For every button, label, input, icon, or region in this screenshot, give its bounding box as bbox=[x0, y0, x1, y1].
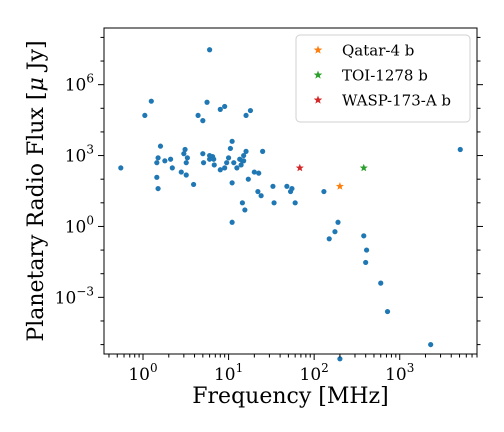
data-point bbox=[181, 151, 187, 157]
y-axis-label: Planetary Radio Flux [μ Jy] bbox=[24, 40, 49, 341]
data-point bbox=[167, 156, 174, 162]
data-point bbox=[222, 165, 228, 171]
data-point bbox=[211, 162, 217, 168]
data-point bbox=[229, 219, 235, 225]
data-point bbox=[184, 155, 190, 161]
data-point bbox=[260, 148, 266, 154]
data-point bbox=[162, 158, 168, 164]
data-point bbox=[200, 118, 206, 124]
data-point bbox=[155, 155, 161, 161]
data-point bbox=[222, 103, 228, 110]
data-point bbox=[224, 160, 230, 166]
y-tick-label: 106 bbox=[65, 72, 94, 96]
data-point bbox=[155, 185, 161, 192]
data-point bbox=[270, 183, 276, 189]
data-point bbox=[292, 200, 298, 206]
data-point bbox=[157, 143, 164, 149]
data-point bbox=[428, 341, 434, 348]
data-point bbox=[200, 160, 207, 166]
data-point bbox=[217, 167, 223, 173]
data-point bbox=[229, 180, 235, 186]
legend-marker bbox=[313, 95, 323, 104]
data-point bbox=[321, 188, 327, 195]
data-point bbox=[378, 280, 384, 286]
data-point bbox=[118, 165, 124, 171]
data-point bbox=[242, 207, 248, 213]
legend: Qatar-4 b TOI-1278 b WASP-173-A b bbox=[295, 34, 471, 123]
data-point bbox=[243, 148, 249, 154]
data-point bbox=[234, 165, 240, 171]
data-point bbox=[211, 156, 217, 162]
data-point bbox=[247, 107, 254, 114]
y-tick-label: 103 bbox=[65, 143, 94, 167]
data-point bbox=[225, 155, 232, 161]
data-point bbox=[337, 356, 343, 362]
data-point bbox=[284, 183, 290, 189]
data-point bbox=[229, 138, 235, 144]
data-point bbox=[178, 169, 184, 175]
data-point bbox=[361, 233, 367, 239]
data-point bbox=[251, 169, 257, 175]
data-point bbox=[245, 176, 251, 182]
data-point bbox=[238, 162, 244, 168]
data-point bbox=[169, 165, 175, 171]
legend-entry-label: Qatar-4 b bbox=[342, 42, 414, 60]
data-point-star bbox=[335, 182, 344, 190]
data-point bbox=[271, 200, 277, 206]
data-point bbox=[384, 308, 391, 315]
x-tick-label: 103 bbox=[385, 361, 414, 385]
data-point bbox=[148, 98, 154, 104]
data-point bbox=[363, 259, 369, 266]
data-point bbox=[217, 106, 223, 112]
axis-labels: Frequency [MHz] Planetary Radio Flux [μ … bbox=[24, 40, 389, 409]
y-tick-label: 100 bbox=[65, 213, 94, 237]
data-point bbox=[227, 145, 233, 152]
data-point bbox=[289, 185, 295, 192]
data-point bbox=[190, 181, 197, 188]
data-point bbox=[183, 160, 189, 166]
plot-frame bbox=[103, 27, 478, 355]
data-point bbox=[207, 47, 213, 53]
tick-layer: 100 101 102 103 10−3 100 103 106 bbox=[55, 36, 483, 385]
x-axis-label: Frequency [MHz] bbox=[192, 384, 388, 409]
legend-marker bbox=[313, 70, 323, 79]
data-point bbox=[255, 188, 261, 195]
x-tick-label: 102 bbox=[300, 361, 329, 385]
legend-entry-label: TOI-1278 b bbox=[342, 67, 428, 85]
data-point bbox=[241, 152, 247, 159]
legend-marker bbox=[313, 45, 323, 54]
data-point bbox=[241, 158, 247, 164]
data-point bbox=[154, 174, 160, 180]
data-point bbox=[326, 236, 332, 242]
legend-entry-label: WASP-173-A b bbox=[342, 92, 451, 110]
data-point bbox=[239, 200, 245, 206]
data-point bbox=[363, 247, 370, 253]
data-point bbox=[142, 112, 148, 119]
data-point bbox=[183, 172, 189, 178]
data-point bbox=[332, 229, 338, 235]
y-tick-label: 10−3 bbox=[55, 284, 94, 308]
data-point bbox=[204, 99, 210, 105]
data-point bbox=[457, 146, 463, 153]
data-point bbox=[335, 219, 341, 225]
x-tick-label: 100 bbox=[128, 361, 157, 385]
data-layer bbox=[118, 47, 463, 362]
data-point bbox=[195, 112, 201, 119]
data-point bbox=[258, 193, 264, 199]
legend-box bbox=[295, 34, 471, 123]
data-point bbox=[231, 160, 237, 166]
data-point bbox=[182, 146, 188, 153]
data-point bbox=[256, 170, 262, 176]
data-point-star bbox=[359, 163, 368, 172]
data-point bbox=[243, 112, 249, 119]
x-tick-label: 101 bbox=[214, 361, 243, 385]
data-point bbox=[154, 160, 160, 166]
data-point-star bbox=[295, 163, 304, 172]
data-point bbox=[200, 151, 206, 157]
